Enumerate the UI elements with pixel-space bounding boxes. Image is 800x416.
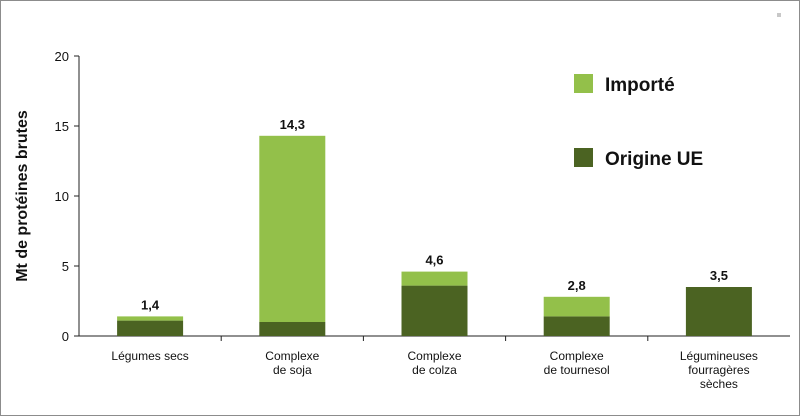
y-tick-label: 0 [62, 329, 69, 344]
bar-origine-ue [117, 320, 184, 336]
y-tick-label: 15 [55, 119, 69, 134]
category-label-line: Légumineuses [680, 349, 758, 363]
legend-label: Importé [605, 75, 675, 96]
category-label: Légumineuses fourragères sèches [680, 349, 758, 391]
category-label: Complexe de soja [265, 349, 319, 377]
category-label-line: Légumes secs [111, 349, 188, 363]
category-label-line: de soja [273, 363, 312, 377]
legend-swatch [574, 74, 593, 93]
legend-swatch [574, 148, 593, 167]
y-axis-label: Mt de protéines brutes [14, 110, 31, 282]
data-label: 2,8 [568, 278, 586, 293]
bar-origine-ue [543, 316, 610, 336]
category-label-line: fourragères [688, 363, 749, 377]
legend-label: Origine UE [605, 149, 703, 170]
bar-origine-ue [685, 287, 752, 336]
bar-importe [117, 316, 184, 321]
category-label-line: Complexe [265, 349, 319, 363]
data-label: 14,3 [280, 117, 305, 132]
bar-origine-ue [401, 285, 468, 336]
data-label: 4,6 [425, 253, 443, 268]
category-label: Complexe de tournesol [544, 349, 610, 377]
category-label-line: Complexe [550, 349, 604, 363]
bar-importe [401, 271, 468, 286]
y-tick-label: 5 [62, 259, 69, 274]
category-label-line: Complexe [407, 349, 461, 363]
category-label-line: de colza [412, 363, 457, 377]
category-label: Légumes secs [111, 349, 188, 363]
y-tick-label: 20 [55, 49, 69, 64]
data-label: 1,4 [141, 297, 160, 312]
bar-importe [259, 135, 326, 322]
y-tick-label: 10 [55, 189, 69, 204]
category-label-line: sèches [700, 377, 738, 391]
bar-origine-ue [259, 322, 326, 336]
category-label-line: de tournesol [544, 363, 610, 377]
bars [117, 135, 752, 336]
data-label: 3,5 [710, 268, 728, 283]
bar-importe [543, 296, 610, 317]
category-label: Complexe de colza [407, 349, 461, 377]
corner-mark [777, 13, 781, 17]
legend: Importé Origine UE [574, 74, 703, 170]
